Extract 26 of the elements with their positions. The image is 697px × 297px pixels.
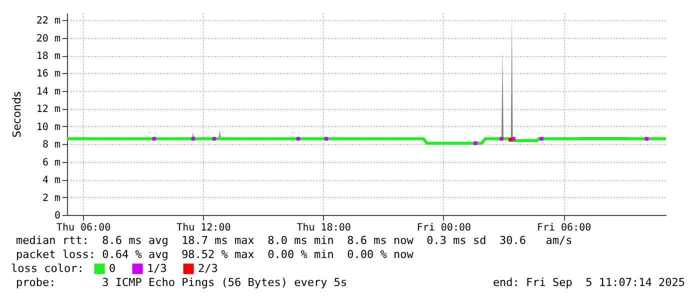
text: median rtt: 8.6 ms avg 18.7 ms max 8.0 ms min 8.6 ms now 0.3 ms sd 30.6 am/s <box>16 234 572 247</box>
x-tick-label: Thu 06:00 <box>56 222 111 234</box>
y-tick-label: 6 m <box>42 157 60 168</box>
y-tick-label: 10 m <box>36 122 60 133</box>
y-tick-label: 12 m <box>36 104 60 116</box>
legend-label: 1/3 <box>147 262 167 275</box>
legend-title: loss color: <box>11 262 84 275</box>
text: probe: 3 ICMP Echo Pings (56 Bytes) every 5s <box>16 276 348 289</box>
y-tick-label: 16 m <box>36 68 60 80</box>
y-tick-label: 22 m <box>36 16 60 27</box>
x-tick-label: Fri 06:00 <box>536 222 592 234</box>
legend-label: 0 <box>109 262 116 275</box>
x-tick-label: Thu 18:00 <box>296 222 351 234</box>
text: end: Fri Sep 5 11:07:14 2025 <box>492 276 685 289</box>
legend-label: 2/3 <box>198 262 218 275</box>
y-tick-label: 2 m <box>42 192 60 204</box>
y-tick-label: 18 m <box>36 51 60 62</box>
text: packet loss: 0.64 % avg 98.52 % max 0.00 % min 0.00 % now <box>16 248 414 261</box>
y-tick-label: 14 m <box>36 86 60 98</box>
x-tick-label: Thu 12:00 <box>176 222 231 234</box>
y-tick-label: 8 m <box>42 140 60 151</box>
y-axis-title: Seconds <box>10 91 24 138</box>
y-tick-label: 4 m <box>42 175 60 186</box>
y-tick-label: 20 m <box>36 33 60 44</box>
y-tick-label: 0 <box>54 210 60 222</box>
x-tick-label: Fri 00:00 <box>416 222 472 234</box>
